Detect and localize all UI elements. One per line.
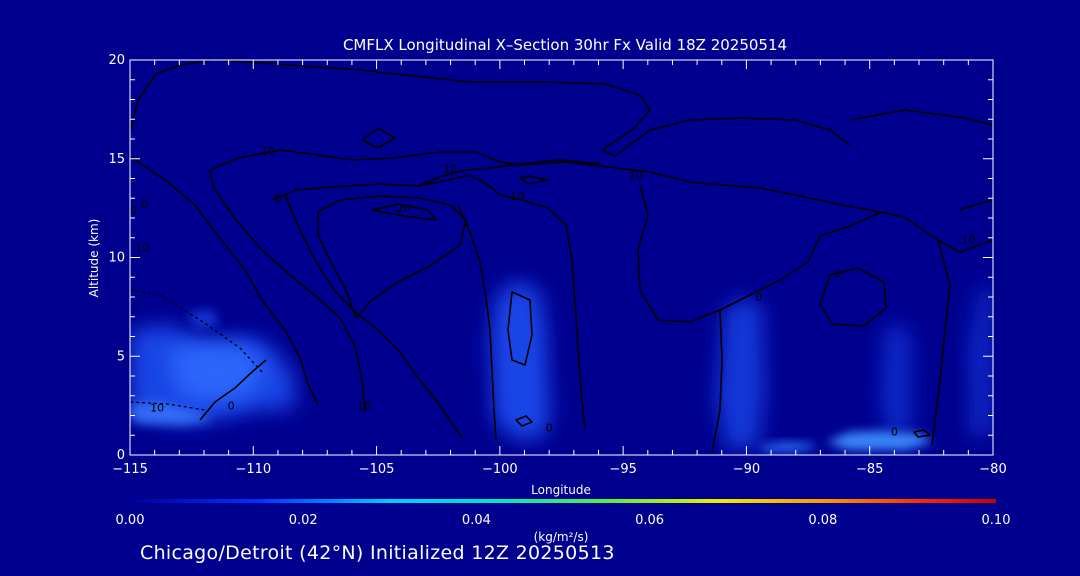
contour-line (637, 184, 993, 323)
contour-line (417, 159, 601, 187)
contour-label: 20 (397, 202, 411, 215)
contour-line (913, 429, 931, 438)
contour-label: 10 (444, 163, 458, 176)
contour-label: 10 (261, 145, 275, 158)
colorbar-tick-label: 0.10 (982, 513, 1011, 528)
colorbar-tick-label: 0.06 (635, 513, 664, 528)
flux-column-80w (968, 284, 993, 436)
contour-label: 0 (755, 291, 762, 304)
contour-line (849, 109, 993, 126)
y-tick-label: 5 (117, 349, 125, 364)
flux-cell-west-upper (186, 309, 220, 330)
flux-surface-85w (826, 431, 932, 450)
contour-line (519, 175, 549, 185)
y-tick-label: 10 (108, 251, 125, 266)
contour-label: 10 (998, 109, 1012, 122)
contour-line (271, 174, 586, 429)
contour-label: 0 (891, 425, 898, 438)
contour-line (959, 199, 993, 211)
contour-line (130, 155, 319, 406)
y-tick-label: 15 (108, 152, 125, 167)
colorbar-tick-label: 0.04 (462, 513, 491, 528)
colorbar (130, 499, 996, 503)
contour-line (317, 195, 467, 319)
x-tick-label: −100 (482, 462, 518, 477)
contour-line (130, 401, 206, 411)
contour-line (361, 127, 396, 149)
y-axis-label: Altitude (km) (87, 219, 101, 298)
contour-label: 10 (510, 190, 524, 203)
contour-line (284, 194, 463, 439)
contour-line (130, 60, 213, 136)
contour-label: 10 (150, 402, 164, 415)
mass-flux-shading (130, 280, 993, 452)
contour-line (711, 309, 723, 453)
x-tick-label: −85 (856, 462, 883, 477)
x-axis-label: Longitude (531, 483, 591, 497)
contour-label: 0 (546, 421, 553, 434)
colorbar-ticks: 0.00 0.02 0.04 0.06 0.08 0.10 (116, 513, 1011, 528)
contour-label: 10 (357, 400, 371, 413)
x-tick-label: −115 (112, 462, 148, 477)
contour-line (199, 359, 267, 421)
footer-caption: Chicago/Detroit (42°N) Initialized 12Z 2… (140, 542, 615, 564)
flux-cell-west-core (168, 342, 262, 402)
x-tick-label: −95 (609, 462, 636, 477)
contour-line (819, 267, 887, 327)
colorbar-tick-label: 0.02 (289, 513, 318, 528)
x-tick-label: −105 (359, 462, 395, 477)
colorbar-unit-label: (kg/m²/s) (534, 530, 589, 544)
contour-label: 0 (228, 400, 235, 413)
contour-label: 10 (123, 204, 137, 217)
flux-column-90w (716, 298, 765, 450)
contour-label: 10 (135, 242, 149, 255)
chart-title: CMFLX Longitudinal X–Section 30hr Fx Val… (343, 36, 787, 54)
flux-column-86w (880, 322, 912, 438)
contour-lines (130, 60, 993, 453)
contour-line (457, 204, 497, 441)
y-tick-label: 0 (117, 448, 125, 463)
contour-line (209, 149, 881, 213)
contour-line (371, 203, 437, 221)
contour-line (219, 60, 851, 157)
contour-label: 0 (274, 192, 281, 205)
flux-cell-west-low (130, 402, 214, 425)
flux-surface-88w (760, 442, 818, 452)
contour-line (209, 169, 366, 413)
contour-line (931, 239, 951, 446)
x-tick-label: −90 (733, 462, 760, 477)
contour-line (507, 291, 533, 366)
y-tick-label: 20 (108, 53, 125, 68)
contour-labels: 10 10 0 10 0 10 20 10 10 0 10 0 10 0 10 10 0 0 (123, 109, 1012, 438)
x-tick-label: −110 (235, 462, 271, 477)
x-tick-label: −80 (979, 462, 1006, 477)
x-axis: −115 −110 −105 −100 −95 −90 −85 −80 (112, 60, 1007, 477)
contour-label: 0 (141, 198, 148, 211)
contour-label: 10 (961, 234, 975, 247)
plot-area: 10 10 0 10 0 10 20 10 10 0 10 0 10 0 10 10 0 0 (123, 60, 1012, 453)
flux-column-100w (490, 280, 550, 440)
contour-label: 0 (834, 267, 841, 280)
contour-label: 10 (628, 169, 642, 182)
colorbar-tick-label: 0.08 (808, 513, 837, 528)
contour-line (515, 415, 533, 427)
colorbar-tick-label: 0.00 (116, 513, 145, 528)
y-axis: 0 5 10 15 20 (108, 53, 993, 463)
contour-line (130, 289, 263, 373)
